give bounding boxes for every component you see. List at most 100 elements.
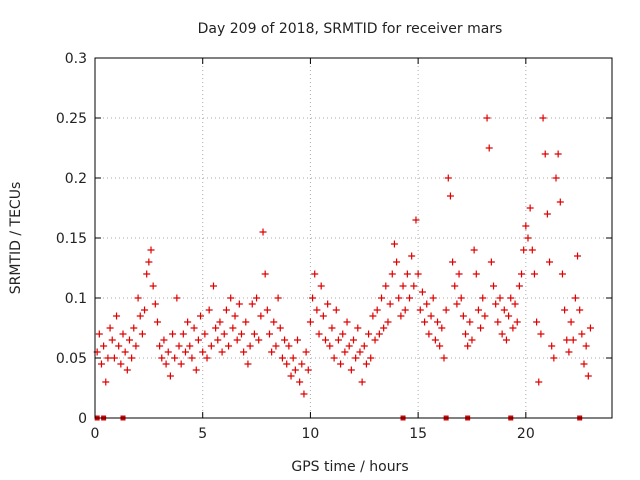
data-point: [470, 246, 478, 254]
data-point: [141, 306, 149, 314]
x-tick-label: 0: [91, 426, 100, 442]
data-point: [505, 312, 513, 320]
data-point: [332, 306, 340, 314]
data-point: [442, 306, 450, 314]
data-point: [169, 330, 177, 338]
data-point: [479, 294, 487, 302]
data-point: [145, 258, 153, 266]
data-point: [255, 336, 263, 344]
data-point: [414, 270, 422, 278]
data-point: [216, 318, 224, 326]
data-point: [485, 144, 493, 152]
data-point: [474, 306, 482, 314]
data-point: [464, 342, 472, 350]
data-point: [164, 348, 172, 356]
data-point: [403, 270, 411, 278]
data-point: [220, 330, 228, 338]
data-point: [229, 324, 237, 332]
data-point: [207, 342, 215, 350]
data-point: [466, 318, 474, 326]
data-point: [304, 366, 312, 374]
data-point: [158, 354, 166, 362]
data-point: [177, 360, 185, 368]
data-point: [246, 342, 254, 350]
data-point: [472, 270, 480, 278]
data-point: [438, 324, 446, 332]
data-point: [459, 312, 467, 320]
data-point: [565, 348, 573, 356]
data-point: [352, 354, 360, 362]
data-point: [390, 240, 398, 248]
data-point: [296, 378, 304, 386]
data-point: [427, 312, 435, 320]
data-point: [507, 294, 515, 302]
data-point: [95, 330, 103, 338]
data-point: [446, 192, 454, 200]
data-point: [151, 300, 159, 308]
data-point: [291, 366, 299, 374]
data-point: [253, 294, 261, 302]
data-point: [162, 360, 170, 368]
data-point: [444, 174, 452, 182]
data-point: [110, 354, 118, 362]
data-point: [574, 252, 582, 260]
data-point: [451, 282, 459, 290]
data-point: [153, 318, 161, 326]
data-point: [380, 324, 388, 332]
data-point: [203, 354, 211, 362]
data-point: [149, 282, 157, 290]
data-point: [190, 324, 198, 332]
data-point: [386, 300, 394, 308]
data-point: [128, 354, 136, 362]
data-point: [546, 258, 554, 266]
data-point: [171, 354, 179, 362]
data-point: [569, 336, 577, 344]
y-tick-label: 0.1: [65, 291, 87, 307]
data-point: [337, 360, 345, 368]
data-point: [130, 324, 138, 332]
data-point: [356, 348, 364, 356]
y-tick-label: 0.15: [56, 231, 87, 247]
x-axis-label: GPS time / hours: [291, 459, 408, 475]
data-point: [319, 312, 327, 320]
data-point: [227, 294, 235, 302]
data-point: [453, 300, 461, 308]
data-point: [496, 294, 504, 302]
data-point: [576, 306, 584, 314]
data-point: [520, 246, 528, 254]
data-point: [552, 174, 560, 182]
data-point: [138, 330, 146, 338]
data-point: [186, 342, 194, 350]
data-point: [302, 348, 310, 356]
data-point: [278, 354, 286, 362]
data-point: [136, 312, 144, 320]
data-point: [117, 360, 125, 368]
data-point: [201, 330, 209, 338]
data-point: [526, 204, 534, 212]
x-tick-label: 5: [198, 426, 207, 442]
data-point: [334, 336, 342, 344]
data-point: [360, 342, 368, 350]
plot-area: [95, 58, 612, 418]
data-point: [378, 294, 386, 302]
data-point: [548, 342, 556, 350]
data-point: [412, 216, 420, 224]
data-point: [321, 336, 329, 344]
data-point: [113, 312, 121, 320]
data-point: [125, 336, 133, 344]
x-tick-label: 20: [517, 426, 535, 442]
data-point: [369, 312, 377, 320]
data-point: [156, 342, 164, 350]
data-point: [231, 312, 239, 320]
data-point: [350, 336, 357, 344]
x-tick-label: 10: [302, 426, 320, 442]
data-point: [102, 378, 110, 386]
data-point: [539, 114, 547, 122]
data-point: [580, 360, 588, 368]
data-point: [143, 270, 151, 278]
data-point: [197, 312, 205, 320]
data-point: [326, 342, 334, 350]
data-point: [285, 342, 293, 350]
data-point: [481, 312, 489, 320]
data-point: [283, 360, 291, 368]
